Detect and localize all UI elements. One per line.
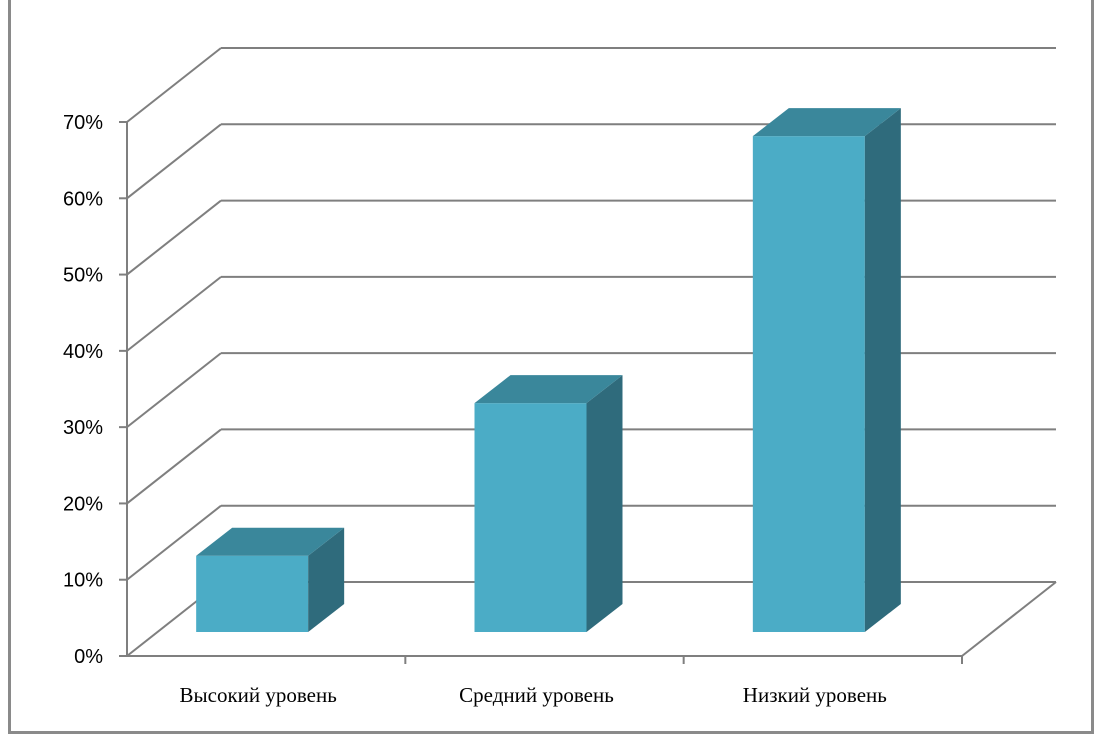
gridline-diagonal: [127, 124, 221, 198]
gridline-diagonal: [127, 201, 221, 275]
bar-1: [196, 528, 344, 632]
y-tick-label: 10%: [63, 570, 103, 592]
bar-front: [753, 136, 865, 632]
y-tick-label: 0%: [74, 646, 103, 668]
y-tick-label: 70%: [63, 112, 103, 134]
bars: [196, 108, 901, 632]
y-tick-label: 20%: [63, 493, 103, 515]
bar-front: [475, 403, 587, 632]
gridline-diagonal: [127, 277, 221, 351]
bar-3: [753, 108, 901, 632]
bar-side: [865, 108, 901, 632]
gridline-diagonal: [127, 48, 221, 122]
y-tick-label: 40%: [63, 341, 103, 363]
y-tick-label: 50%: [63, 265, 103, 287]
bar-2: [475, 375, 623, 632]
x-category-label: Средний уровень: [459, 683, 614, 707]
x-category-label: Низкий уровень: [743, 683, 887, 707]
y-tick-label: 30%: [63, 417, 103, 439]
gridline-diagonal: [127, 353, 221, 427]
bar-side: [587, 375, 623, 632]
floor-edge: [962, 582, 1056, 656]
x-category-label: Высокий уровень: [180, 683, 337, 707]
bar-front: [196, 556, 308, 632]
gridline-diagonal: [127, 429, 221, 503]
y-tick-label: 60%: [63, 188, 103, 210]
